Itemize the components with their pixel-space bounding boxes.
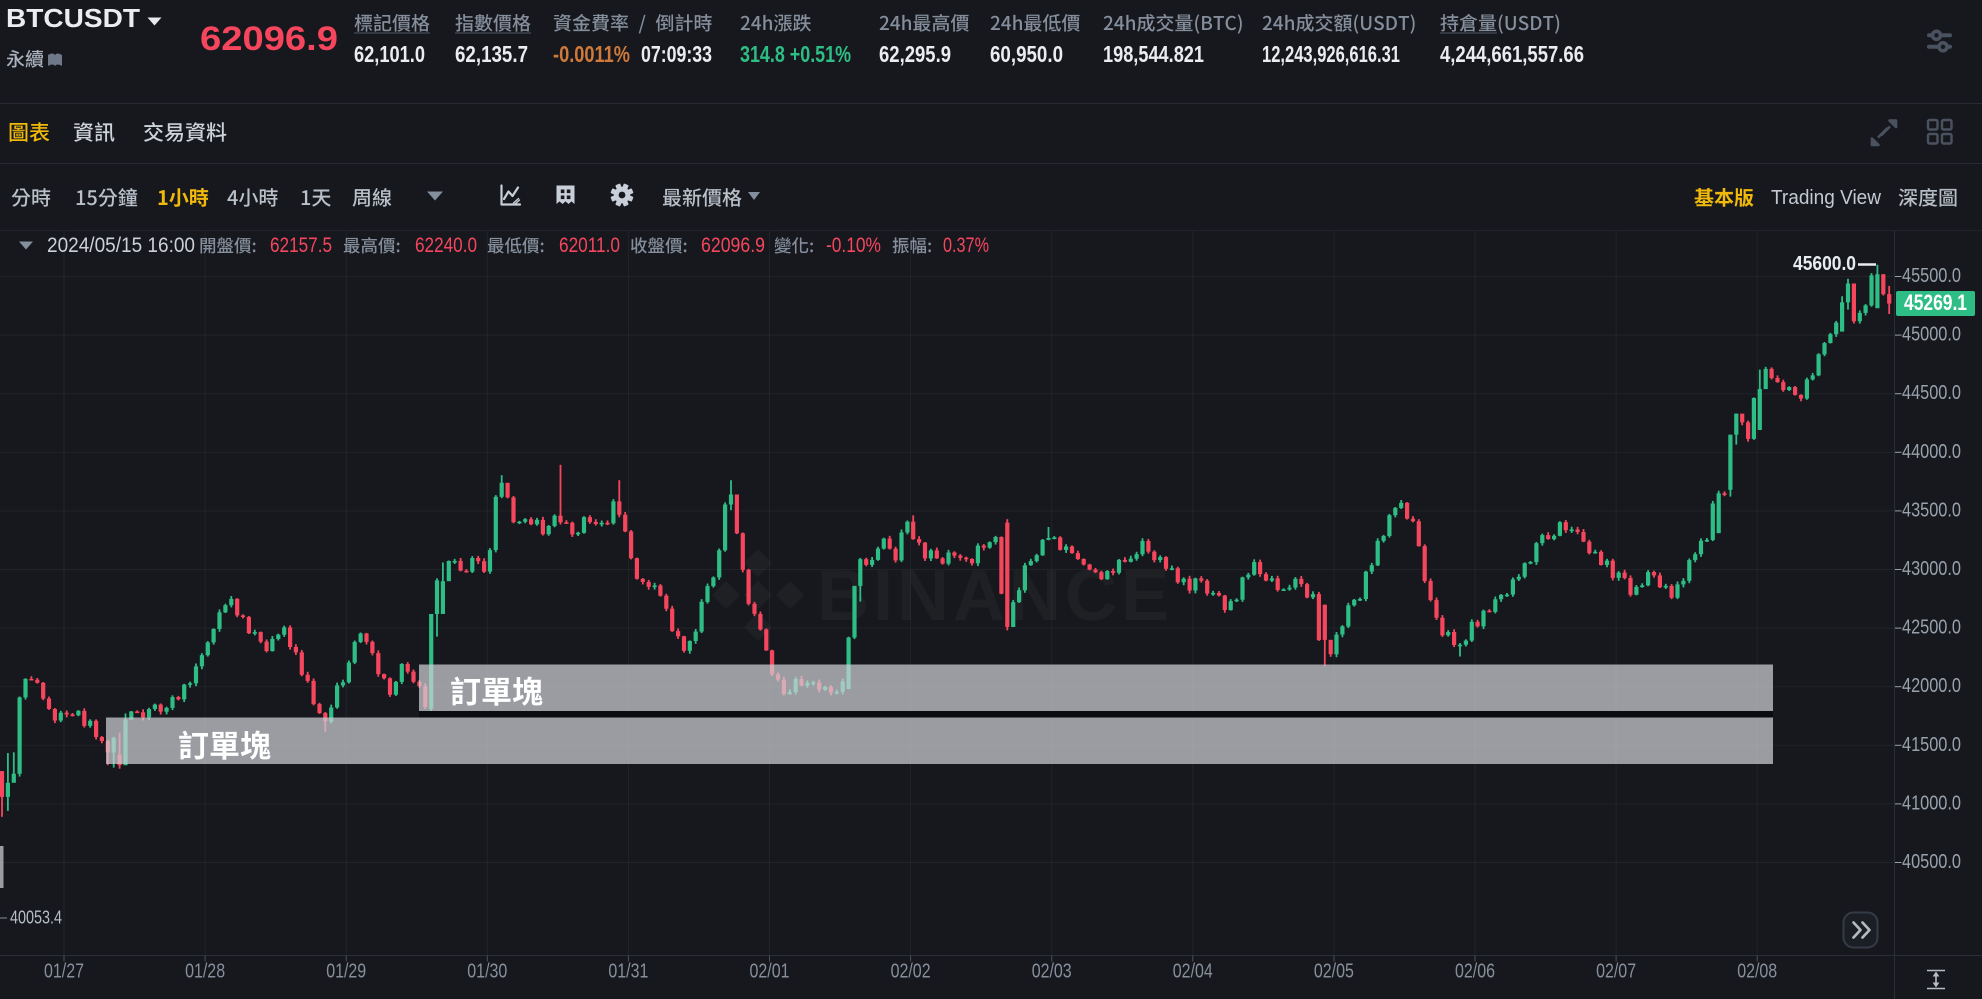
- svg-text:01/29: 01/29: [326, 961, 366, 983]
- svg-text:2024/05/15 16:00: 2024/05/15 16:00: [47, 234, 195, 257]
- svg-text:02/07: 02/07: [1596, 961, 1636, 983]
- svg-text:01/28: 01/28: [185, 961, 225, 983]
- svg-text:02/05: 02/05: [1314, 961, 1354, 983]
- svg-text:-0.10%: -0.10%: [826, 234, 881, 257]
- svg-text:41000.0: 41000.0: [1902, 792, 1961, 814]
- svg-text:43000.0: 43000.0: [1902, 558, 1961, 580]
- svg-text:40053.4: 40053.4: [10, 908, 62, 928]
- svg-text:-0.0011%: -0.0011%: [553, 41, 630, 67]
- svg-text:4,244,661,557.66: 4,244,661,557.66: [1440, 41, 1584, 67]
- svg-text:62157.5: 62157.5: [270, 234, 332, 257]
- svg-text:41500.0: 41500.0: [1902, 734, 1961, 756]
- svg-text:01/31: 01/31: [608, 961, 648, 983]
- svg-text:62011.0: 62011.0: [559, 234, 620, 257]
- svg-text:02/03: 02/03: [1032, 961, 1072, 983]
- svg-text:43500.0: 43500.0: [1902, 499, 1961, 521]
- svg-text:02/02: 02/02: [891, 961, 931, 983]
- svg-text:62,135.7: 62,135.7: [455, 41, 528, 67]
- svg-text:12,243,926,616.31: 12,243,926,616.31: [1262, 41, 1400, 67]
- svg-text:02/04: 02/04: [1173, 961, 1213, 983]
- svg-text:0.37%: 0.37%: [943, 234, 989, 257]
- svg-text:BTCUSDT: BTCUSDT: [6, 3, 140, 33]
- svg-text:01/27: 01/27: [44, 961, 84, 983]
- svg-text:01/30: 01/30: [467, 961, 507, 983]
- svg-text:42500.0: 42500.0: [1902, 617, 1961, 639]
- svg-text:62096.9: 62096.9: [200, 20, 338, 58]
- svg-text:62,101.0: 62,101.0: [354, 41, 425, 67]
- svg-text:44500.0: 44500.0: [1902, 382, 1961, 404]
- svg-text:02/01: 02/01: [750, 961, 790, 983]
- svg-text:198,544.821: 198,544.821: [1103, 41, 1204, 67]
- svg-text:62096.9: 62096.9: [701, 234, 765, 257]
- svg-text:45269.1: 45269.1: [1904, 290, 1967, 315]
- svg-text:02/06: 02/06: [1455, 961, 1495, 983]
- svg-text:45000.0: 45000.0: [1902, 324, 1961, 346]
- svg-text:40500.0: 40500.0: [1902, 851, 1961, 873]
- svg-text:60,950.0: 60,950.0: [990, 41, 1063, 67]
- svg-text:45500.0: 45500.0: [1902, 265, 1961, 287]
- svg-text:62,295.9: 62,295.9: [879, 41, 951, 67]
- svg-text:42000.0: 42000.0: [1902, 675, 1961, 697]
- svg-text:Trading View: Trading View: [1771, 187, 1882, 209]
- svg-text:62240.0: 62240.0: [415, 234, 477, 257]
- svg-text:02/08: 02/08: [1737, 961, 1777, 983]
- svg-text:07:09:33: 07:09:33: [641, 41, 712, 67]
- svg-text:45600.0: 45600.0: [1793, 253, 1856, 275]
- svg-text:314.8 +0.51%: 314.8 +0.51%: [740, 41, 851, 67]
- svg-text:44000.0: 44000.0: [1902, 441, 1961, 463]
